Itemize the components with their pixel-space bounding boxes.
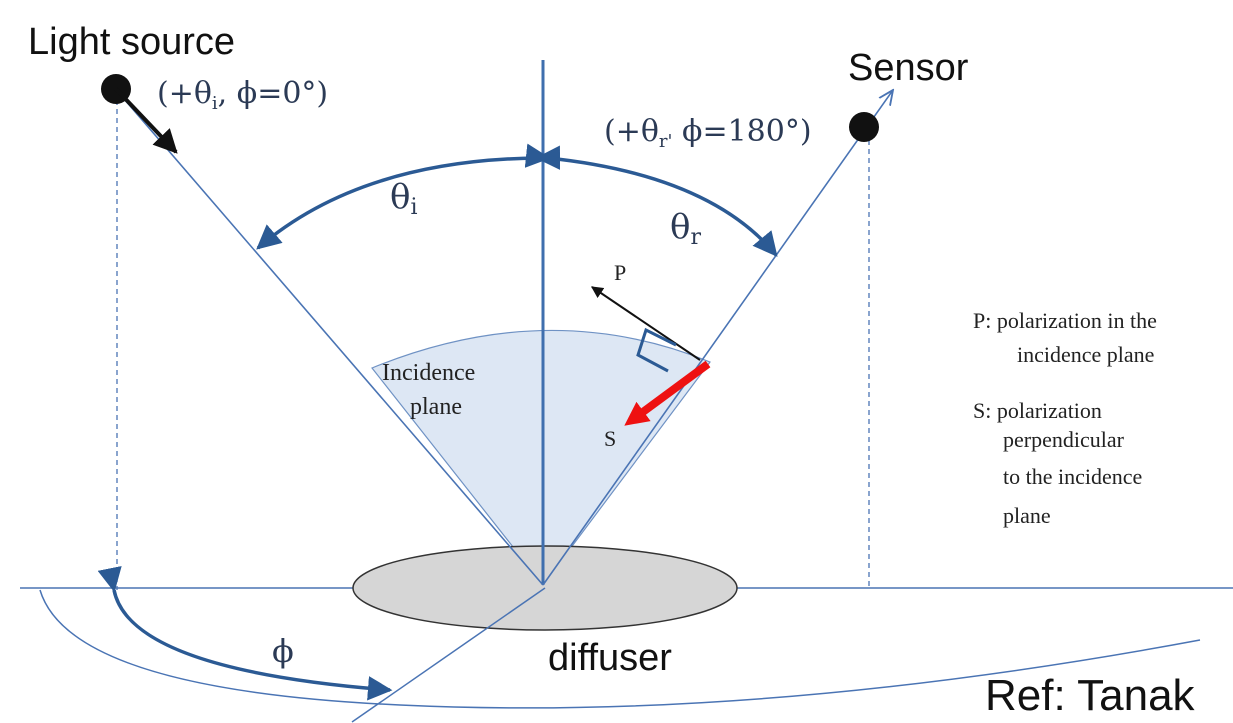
theta-i-label: θi [390, 177, 418, 220]
legend: P: polarization in the incidence plane S… [973, 308, 1157, 528]
s-vector-label: S [604, 426, 616, 451]
theta-r-arc [524, 143, 778, 257]
theta-i-arc [256, 145, 561, 250]
reference-label: Ref: Tanak [985, 671, 1196, 720]
incidence-plane-label-line1: Incidence [382, 360, 475, 386]
phi-label: ϕ [272, 632, 294, 670]
p-polarization-arrow [591, 286, 701, 361]
legend-p-line2: incidence plane [1017, 342, 1154, 367]
phi-arc [97, 565, 393, 701]
sensor-label: Sensor [848, 47, 969, 89]
p-vector-label: P [614, 260, 626, 285]
light-source-label: Light source [28, 21, 235, 63]
theta-r-label: θr [670, 207, 701, 250]
legend-s-line1: S: polarization [973, 398, 1102, 423]
diffuser-label: diffuser [548, 637, 672, 679]
legend-s-line2: perpendicular [1003, 427, 1125, 452]
incident-ray [117, 91, 544, 586]
sensor-dot [849, 112, 879, 142]
s-polarization-arrow [624, 360, 711, 426]
incidence-plane-label-line2: plane [410, 394, 462, 420]
right-angle-marker [636, 327, 677, 373]
legend-s-line4: plane [1003, 503, 1051, 528]
reflected-ray [542, 90, 893, 586]
legend-s-line3: to the incidence [1003, 464, 1142, 489]
light-coords-label: (+θi, ϕ=0°) [157, 76, 328, 114]
legend-p-line1: P: polarization in the [973, 308, 1157, 333]
light-direction-arrow [114, 87, 178, 154]
sensor-coords-label: (+θr' ϕ=180°) [604, 114, 812, 152]
